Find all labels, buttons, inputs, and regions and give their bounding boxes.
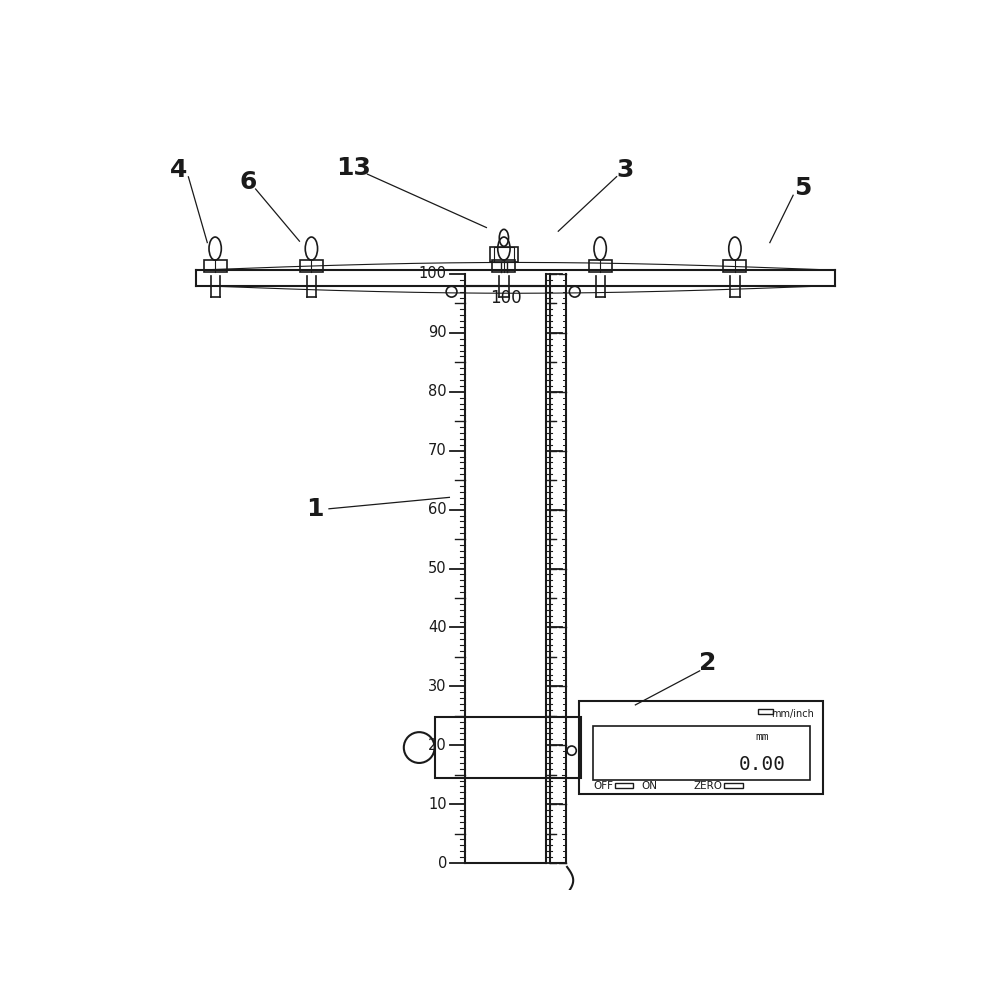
Bar <box>724 783 743 788</box>
Text: 90: 90 <box>428 325 447 340</box>
Text: ON: ON <box>640 781 657 791</box>
Text: 4: 4 <box>170 158 188 182</box>
Text: 20: 20 <box>428 738 447 753</box>
Text: 0.00: 0.00 <box>739 755 785 774</box>
Text: 1: 1 <box>307 497 324 521</box>
Bar <box>615 783 634 788</box>
Bar <box>758 709 774 714</box>
Text: 100: 100 <box>490 289 521 307</box>
Text: 70: 70 <box>428 443 447 458</box>
Bar <box>589 260 612 272</box>
Text: 50: 50 <box>428 561 447 576</box>
Text: mm: mm <box>756 732 769 742</box>
Text: 13: 13 <box>337 156 371 180</box>
Bar <box>493 260 515 272</box>
Text: 30: 30 <box>428 679 447 694</box>
Text: ZERO: ZERO <box>693 781 722 791</box>
Text: 6: 6 <box>239 170 257 194</box>
Bar <box>579 701 823 794</box>
Bar <box>723 260 747 272</box>
Text: 80: 80 <box>428 384 447 399</box>
Bar <box>593 726 809 780</box>
Text: 100: 100 <box>419 266 447 282</box>
Text: 0: 0 <box>438 856 447 871</box>
Bar <box>494 247 514 262</box>
Bar <box>491 247 517 262</box>
Bar <box>204 260 226 272</box>
Text: 5: 5 <box>794 176 811 200</box>
Text: 3: 3 <box>616 158 634 182</box>
Text: OFF: OFF <box>593 781 614 791</box>
Bar <box>435 717 581 778</box>
Text: mm/inch: mm/inch <box>772 709 814 719</box>
Text: 60: 60 <box>428 502 447 517</box>
Text: 40: 40 <box>428 620 447 635</box>
Text: 10: 10 <box>428 797 447 812</box>
Text: 2: 2 <box>699 651 717 675</box>
Bar <box>300 260 323 272</box>
